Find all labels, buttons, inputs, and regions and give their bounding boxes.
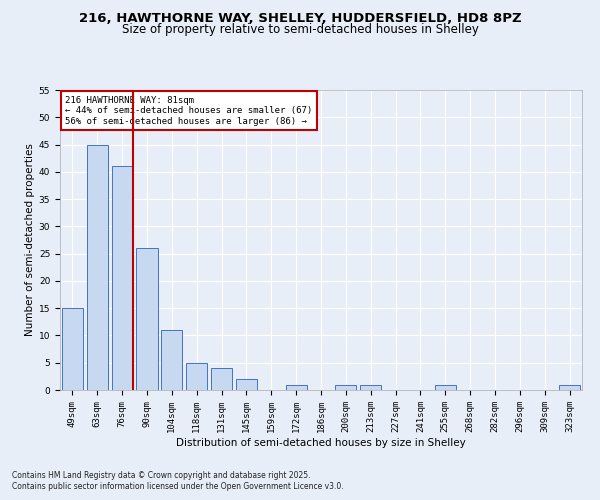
Bar <box>211 368 232 390</box>
Text: Contains HM Land Registry data © Crown copyright and database right 2025.: Contains HM Land Registry data © Crown c… <box>12 471 311 480</box>
Text: Contains public sector information licensed under the Open Government Licence v3: Contains public sector information licen… <box>12 482 344 491</box>
Bar <box>62 308 83 390</box>
Text: 216, HAWTHORNE WAY, SHELLEY, HUDDERSFIELD, HD8 8PZ: 216, HAWTHORNE WAY, SHELLEY, HUDDERSFIEL… <box>79 12 521 26</box>
X-axis label: Distribution of semi-detached houses by size in Shelley: Distribution of semi-detached houses by … <box>176 438 466 448</box>
Bar <box>559 384 580 390</box>
Bar <box>360 384 381 390</box>
Bar <box>112 166 133 390</box>
Y-axis label: Number of semi-detached properties: Number of semi-detached properties <box>25 144 35 336</box>
Bar <box>136 248 158 390</box>
Bar <box>435 384 456 390</box>
Bar <box>335 384 356 390</box>
Bar <box>161 330 182 390</box>
Text: Size of property relative to semi-detached houses in Shelley: Size of property relative to semi-detach… <box>122 22 478 36</box>
Bar <box>286 384 307 390</box>
Text: 216 HAWTHORNE WAY: 81sqm
← 44% of semi-detached houses are smaller (67)
56% of s: 216 HAWTHORNE WAY: 81sqm ← 44% of semi-d… <box>65 96 313 126</box>
Bar <box>186 362 207 390</box>
Bar <box>87 144 108 390</box>
Bar <box>236 379 257 390</box>
